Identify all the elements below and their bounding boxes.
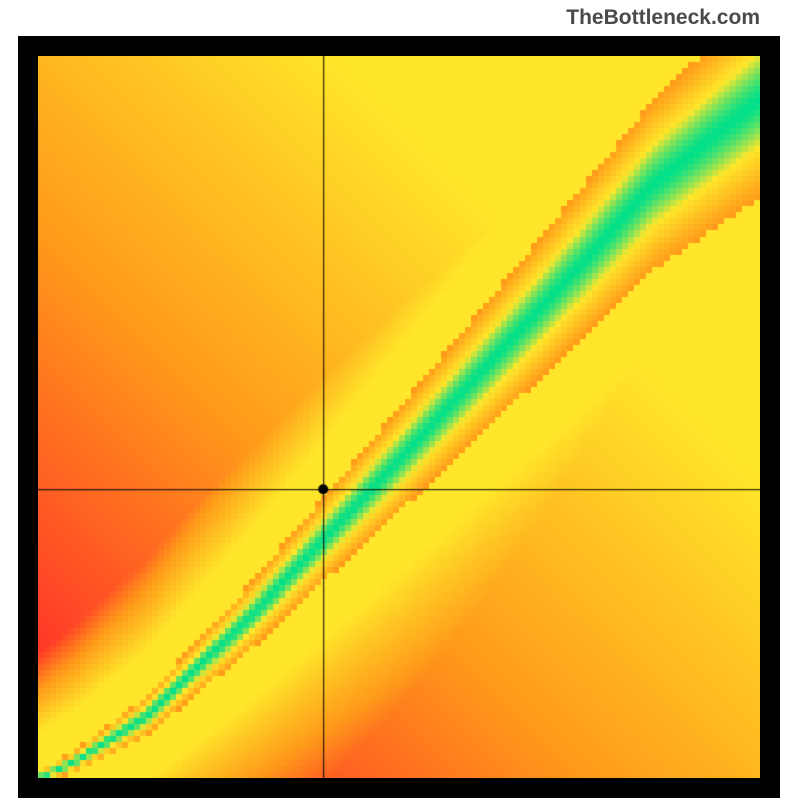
bottleneck-heatmap: [38, 56, 760, 778]
watermark-text: TheBottleneck.com: [566, 6, 760, 30]
chart-container: TheBottleneck.com: [0, 0, 800, 800]
plot-frame: [18, 36, 780, 798]
